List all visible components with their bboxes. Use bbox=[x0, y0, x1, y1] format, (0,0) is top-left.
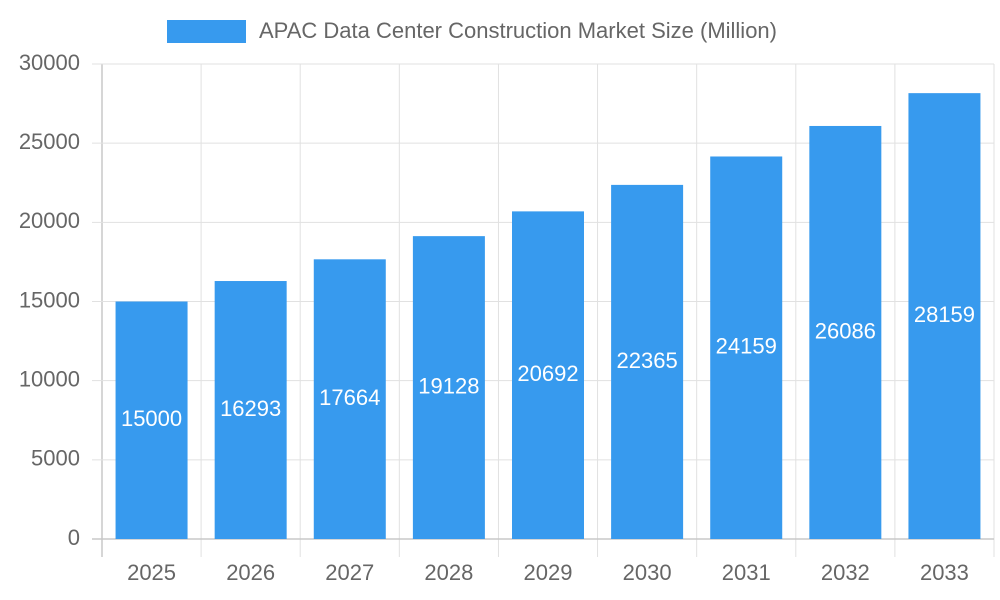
y-tick-label: 5000 bbox=[31, 446, 80, 471]
bar bbox=[214, 281, 287, 539]
data-label: 19128 bbox=[418, 373, 479, 398]
x-tick-label: 2027 bbox=[325, 560, 374, 585]
data-label: 16293 bbox=[220, 396, 281, 421]
legend-swatch bbox=[167, 20, 246, 43]
bar bbox=[908, 93, 981, 539]
data-label: 24159 bbox=[716, 334, 777, 359]
data-label: 28159 bbox=[914, 302, 975, 327]
data-label: 17664 bbox=[319, 385, 380, 410]
data-label: 22365 bbox=[617, 348, 678, 373]
data-label: 15000 bbox=[121, 406, 182, 431]
bar bbox=[512, 211, 584, 540]
bar bbox=[710, 156, 783, 540]
x-tick-label: 2026 bbox=[226, 560, 275, 585]
x-tick-label: 2032 bbox=[821, 560, 870, 585]
bar bbox=[611, 184, 684, 539]
bar bbox=[412, 236, 485, 539]
y-tick-label: 30000 bbox=[19, 50, 80, 75]
data-label: 20692 bbox=[517, 361, 578, 386]
x-tick-label: 2025 bbox=[127, 560, 176, 585]
bar bbox=[115, 301, 188, 539]
y-tick-label: 25000 bbox=[19, 129, 80, 154]
x-tick-label: 2028 bbox=[424, 560, 473, 585]
bar bbox=[809, 125, 882, 539]
x-tick-label: 2029 bbox=[524, 560, 573, 585]
y-tick-label: 15000 bbox=[19, 287, 80, 312]
legend-label: APAC Data Center Construction Market Siz… bbox=[259, 18, 777, 43]
y-tick-label: 20000 bbox=[19, 208, 80, 233]
data-label: 26086 bbox=[815, 318, 876, 343]
x-tick-label: 2030 bbox=[623, 560, 672, 585]
x-tick-label: 2031 bbox=[722, 560, 771, 585]
y-tick-label: 10000 bbox=[19, 366, 80, 391]
bar bbox=[313, 259, 386, 539]
x-tick-label: 2033 bbox=[920, 560, 969, 585]
y-tick-label: 0 bbox=[68, 525, 80, 550]
